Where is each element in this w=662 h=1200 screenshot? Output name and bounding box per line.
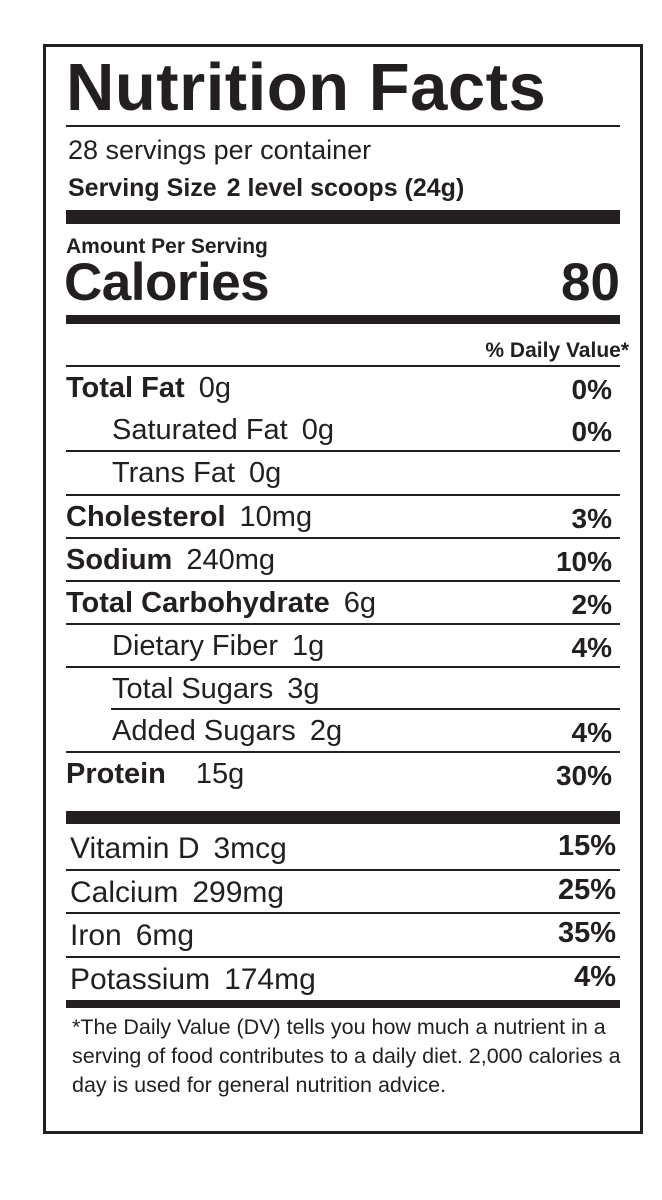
row-divider <box>66 751 620 753</box>
nutrition-facts-panel: Nutrition Facts 28 servings per containe… <box>43 44 643 1134</box>
nutrient-row-total-sugars: Total Sugars 3g <box>66 668 620 710</box>
vitamin-name: Calcium 299mg <box>70 876 285 909</box>
label-title: Nutrition Facts <box>66 50 547 125</box>
nutrient-dv: 30% <box>555 760 612 791</box>
vitamin-dv: 15% <box>557 830 616 862</box>
row-divider <box>111 708 620 710</box>
thick-divider <box>66 210 620 224</box>
nutrient-row-protein: Protein 15g 30% <box>66 753 620 795</box>
nutrient-row-total-fat: Total Fat 0g 0% <box>66 367 620 409</box>
daily-value-header: % Daily Value* <box>485 339 629 362</box>
vitamin-row-vitamin-d: Vitamin D 3mcg 15% <box>66 827 620 870</box>
row-divider <box>66 494 620 496</box>
nutrient-name: Added Sugars 2g <box>112 715 343 747</box>
serving-size-value: 2 level scoops (24g) <box>226 174 465 202</box>
nutrient-name: Total Fat 0g <box>66 372 231 404</box>
row-divider <box>66 580 620 582</box>
nutrient-row-saturated-fat: Saturated Fat 0g 0% <box>66 409 620 451</box>
nutrient-dv: 0% <box>571 416 612 447</box>
nutrient-row-sodium: Sodium 240mg 10% <box>66 539 620 581</box>
nutrient-name: Total Sugars 3g <box>112 673 320 705</box>
vitamin-dv: 25% <box>557 874 616 906</box>
calories-divider <box>66 315 620 324</box>
row-divider <box>66 912 620 914</box>
nutrient-dv: 2% <box>571 589 612 620</box>
nutrient-dv: 10% <box>555 546 612 577</box>
row-divider <box>66 956 620 958</box>
thick-divider <box>66 811 620 824</box>
serving-size: Serving Size 2 level scoops (24g) <box>68 174 464 203</box>
nutrient-name: Saturated Fat 0g <box>112 414 334 446</box>
vitamin-dv: 4% <box>574 961 616 993</box>
servings-per-container: 28 servings per container <box>68 135 372 165</box>
nutrient-row-cholesterol: Cholesterol 10mg 3% <box>66 496 620 538</box>
nutrient-dv: 0% <box>571 374 612 405</box>
amount-per-serving: Amount Per Serving <box>66 235 268 258</box>
vitamin-row-potassium: Potassium 174mg 4% <box>66 958 620 1001</box>
vitamin-name: Iron 6mg <box>70 919 195 952</box>
nutrient-row-trans-fat: Trans Fat 0g <box>66 452 620 494</box>
nutrient-row-dietary-fiber: Dietary Fiber 1g 4% <box>66 625 620 667</box>
nutrient-name: Cholesterol 10mg <box>66 501 313 533</box>
calories-value: 80 <box>561 253 620 312</box>
title-divider <box>66 125 620 127</box>
row-divider <box>66 623 620 625</box>
nutrient-name: Protein 15g <box>66 758 245 790</box>
vitamin-name: Vitamin D 3mcg <box>70 832 287 865</box>
row-divider <box>66 450 620 452</box>
calories-label: Calories <box>64 253 270 312</box>
row-divider <box>66 666 620 668</box>
serving-size-label: Serving Size <box>68 174 217 202</box>
daily-value-footnote: *The Daily Value (DV) tells you how much… <box>72 1015 621 1097</box>
vitamin-row-iron: Iron 6mg 35% <box>66 914 620 957</box>
nutrient-name: Trans Fat 0g <box>112 457 282 489</box>
nutrient-name: Sodium 240mg <box>66 544 276 576</box>
nutrient-name: Total Carbohydrate 6g <box>66 587 376 619</box>
nutrient-row-total-carbohydrate: Total Carbohydrate 6g 2% <box>66 582 620 624</box>
vitamin-row-calcium: Calcium 299mg 25% <box>66 871 620 914</box>
nutrient-row-added-sugars: Added Sugars 2g 4% <box>66 710 620 752</box>
nutrient-dv: 4% <box>571 632 612 663</box>
nutrient-name: Dietary Fiber 1g <box>112 630 325 662</box>
nutrient-dv: 3% <box>571 503 612 534</box>
row-divider <box>66 365 620 367</box>
vitamin-dv: 35% <box>557 917 616 949</box>
footnote-divider <box>66 1000 620 1008</box>
nutrient-dv: 4% <box>571 717 612 748</box>
row-divider <box>66 869 620 871</box>
vitamin-name: Potassium 174mg <box>70 963 316 996</box>
row-divider <box>66 537 620 539</box>
